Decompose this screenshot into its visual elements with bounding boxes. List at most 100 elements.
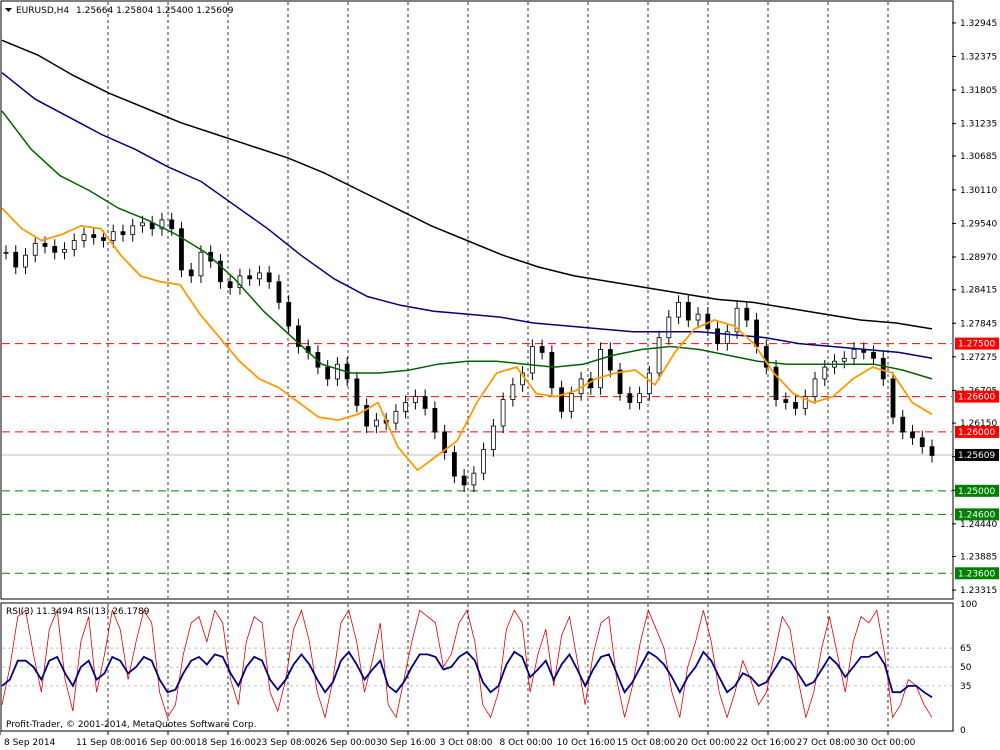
candle-body	[325, 366, 331, 380]
candle-body	[695, 313, 701, 321]
time-tick-label: 26 Sep 00:00	[316, 738, 376, 748]
candle-body	[627, 393, 633, 403]
candle-body	[802, 396, 808, 409]
price-tick-label: 1.23885	[960, 552, 997, 562]
candle-body	[471, 472, 477, 486]
time-tick-label: 18 Sep 16:00	[196, 738, 256, 748]
candle-body	[685, 301, 691, 321]
candle-body	[822, 366, 828, 380]
ema-long-line	[1, 39, 933, 330]
candle-body	[218, 260, 223, 283]
price-tag-box	[955, 567, 999, 580]
candle-body	[890, 378, 896, 418]
candle-body	[23, 254, 28, 268]
candle-body	[724, 331, 730, 344]
candle-body	[812, 378, 818, 397]
rsi-tick-label: 100	[960, 600, 977, 610]
price-panel[interactable]	[0, 0, 954, 600]
ema-mid-line	[1, 110, 933, 380]
candle-body	[549, 352, 555, 389]
candle-body	[110, 231, 116, 241]
symbol-label: EURUSD,H4	[16, 6, 69, 16]
dropdown-arrow-icon[interactable]	[5, 8, 12, 12]
price-tick-label: 1.24440	[960, 520, 997, 530]
candle-body	[442, 431, 448, 453]
time-tick-label: 11 Sep 08:00	[76, 738, 136, 748]
candle-body	[529, 346, 535, 374]
candle-body	[607, 349, 613, 371]
candle-body	[871, 352, 876, 359]
price-tags: 1.27500 1.26600 1.26000 1.25609 1.25000 1.246…	[955, 337, 999, 580]
candle-body	[227, 281, 233, 289]
candle-body	[793, 402, 798, 409]
ohlc-values: 1.25664 1.25804 1.25400 1.25609	[76, 6, 234, 16]
candle-body	[773, 366, 779, 400]
candle-body	[744, 307, 750, 321]
price-tag-label: 1.26600	[958, 393, 995, 403]
price-tick-label: 1.23315	[960, 586, 997, 596]
candle-body	[461, 475, 467, 486]
candle-body	[646, 372, 652, 395]
candle-body	[335, 363, 340, 380]
price-tick-label: 1.32945	[960, 19, 997, 29]
time-tick-label: 20 Oct 00:00	[677, 738, 736, 748]
candle-body	[763, 346, 769, 368]
candle-body	[929, 446, 935, 456]
candle-body	[715, 328, 720, 344]
candle-body	[783, 399, 789, 403]
candle-body	[71, 240, 77, 250]
candle-body	[91, 234, 97, 238]
price-tag-box	[955, 425, 999, 438]
candle-body	[637, 393, 642, 403]
time-tick-label: 15 Oct 08:00	[617, 738, 676, 748]
time-tick-label: 16 Sep 00:00	[136, 738, 196, 748]
candle-body	[666, 316, 672, 339]
moving-averages	[1, 39, 933, 472]
price-tag-label: 1.25000	[958, 487, 995, 497]
time-tick-label: 30 Sep 16:00	[376, 738, 436, 748]
candles	[3, 212, 935, 492]
time-axis: 8 Sep 2014 11 Sep 08:00 16 Sep 00:00 18 Sep…	[0, 731, 916, 748]
candle-body	[32, 243, 38, 256]
candle-body	[422, 396, 428, 409]
candle-body	[568, 393, 574, 412]
candle-body	[13, 251, 19, 268]
price-tick-label: 1.28970	[960, 253, 997, 263]
candle-body	[393, 410, 399, 424]
candle-body	[364, 405, 370, 427]
rsi-tick-label: 50	[960, 663, 972, 673]
price-tick-label: 1.31805	[960, 86, 997, 96]
price-tag-box	[955, 337, 999, 350]
rsi-tick-label: 0	[960, 726, 966, 736]
price-tick-label: 1.28415	[960, 286, 997, 296]
price-tag-box	[955, 508, 999, 521]
candle-body	[510, 384, 516, 400]
vertical-grid	[107, 2, 889, 730]
candle-body	[42, 243, 48, 247]
price-tick-label: 1.27845	[960, 319, 997, 329]
candle-body	[62, 248, 67, 253]
candle-body	[676, 301, 681, 318]
candle-body	[179, 228, 184, 271]
price-tag-label: 1.25609	[958, 451, 995, 461]
price-tag-box	[955, 390, 999, 403]
candle-body	[81, 234, 87, 241]
ema-slow-line	[1, 72, 933, 360]
rsi3-line	[1, 608, 933, 719]
time-tick-label: 8 Oct 00:00	[500, 738, 553, 748]
price-tag-label: 1.23600	[958, 569, 995, 579]
candle-body	[900, 416, 906, 433]
candle-body	[451, 452, 457, 477]
candle-body	[841, 357, 847, 362]
time-tick-label: 23 Sep 08:00	[256, 738, 316, 748]
candle-body	[169, 219, 175, 230]
candle-body	[120, 231, 126, 236]
candle-body	[373, 419, 379, 427]
price-levels	[2, 343, 952, 574]
candle-body	[276, 281, 282, 303]
candle-body	[247, 275, 253, 280]
candle-body	[910, 431, 915, 439]
time-tick-label: 8 Sep 2014	[4, 738, 56, 748]
candle-body	[919, 437, 925, 448]
